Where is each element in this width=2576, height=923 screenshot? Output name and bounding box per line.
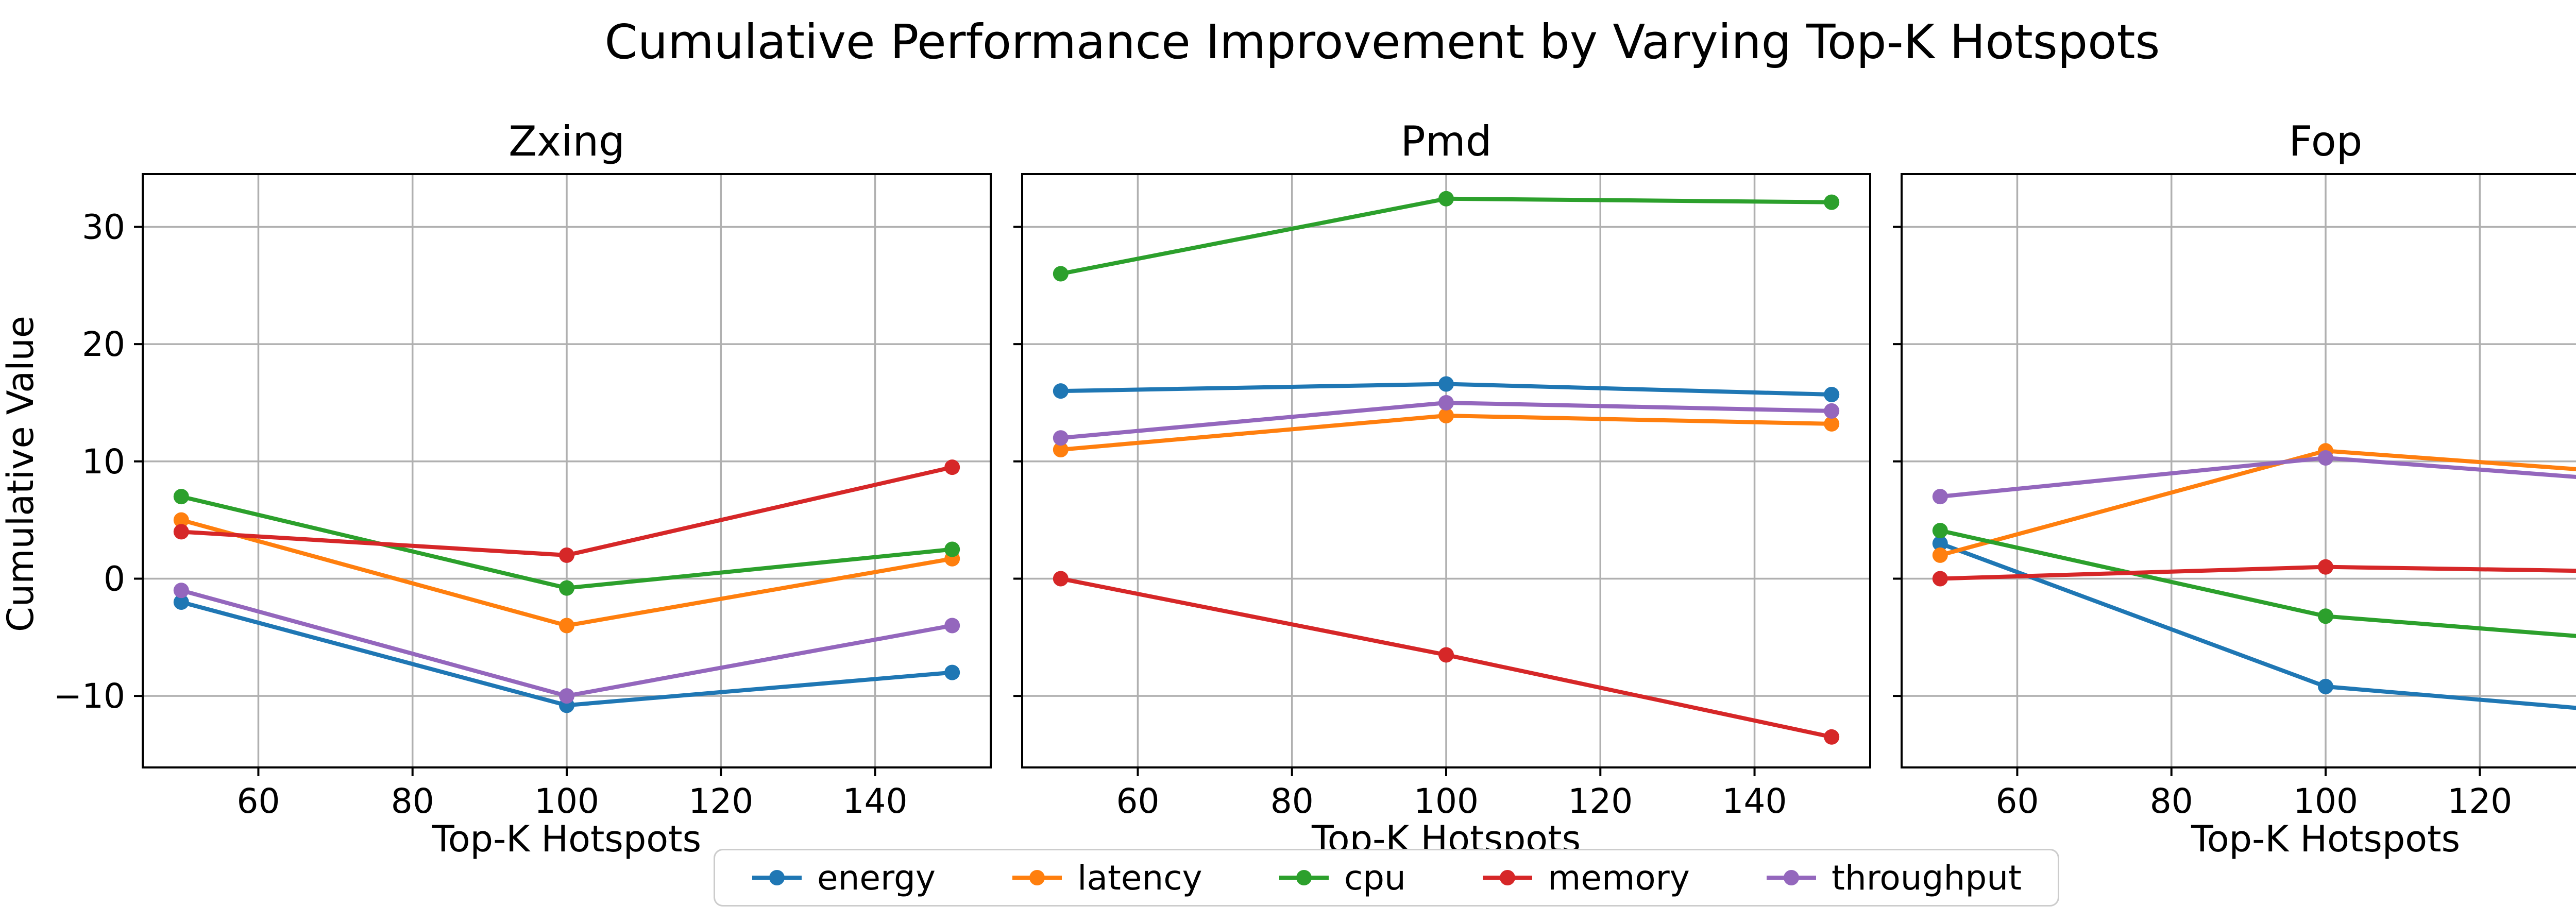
y-tick-label: 0: [104, 559, 125, 599]
legend-marker-energy-icon: [752, 870, 802, 885]
data-point-energy: [1438, 376, 1454, 392]
legend-marker-latency-icon: [1012, 870, 1062, 885]
legend-marker-memory-icon: [1483, 870, 1533, 885]
data-point-energy: [1932, 536, 1948, 552]
data-point-memory: [944, 459, 960, 475]
legend-item-throughput: throughput: [1766, 858, 2022, 898]
subplot-title-pmd: Pmd: [1400, 117, 1492, 165]
x-tick-label: 140: [843, 781, 908, 821]
legend-dot-energy: [769, 870, 785, 885]
legend-label-memory: memory: [1548, 858, 1690, 898]
x-axis-label-zxing: Top-K Hotspots: [432, 818, 702, 860]
legend-label-latency: latency: [1077, 858, 1202, 898]
y-tick-label: 30: [82, 207, 125, 247]
x-tick-label: 60: [1116, 781, 1159, 821]
data-point-latency: [1438, 407, 1454, 423]
data-point-latency: [1824, 416, 1840, 432]
x-tick-label: 80: [2150, 781, 2193, 821]
x-tick-label: 140: [1722, 781, 1787, 821]
legend-label-throughput: throughput: [1832, 858, 2022, 898]
data-point-latency: [1053, 442, 1069, 458]
data-point-memory: [1932, 571, 1948, 587]
data-point-cpu: [1438, 191, 1454, 207]
data-point-throughput: [1438, 395, 1454, 411]
data-point-memory: [1438, 647, 1454, 663]
data-point-throughput: [944, 618, 960, 634]
data-point-latency: [1932, 547, 1948, 563]
data-point-latency: [173, 512, 189, 528]
data-point-memory: [173, 524, 189, 540]
subplot-title-zxing: Zxing: [509, 117, 625, 165]
legend-marker-throughput-icon: [1767, 870, 1817, 885]
data-point-energy: [1824, 387, 1840, 403]
data-point-throughput: [2318, 450, 2333, 466]
data-point-cpu: [2318, 608, 2333, 624]
y-tick-label: 20: [82, 324, 125, 364]
data-point-latency: [559, 618, 574, 634]
data-point-energy: [2318, 678, 2333, 694]
legend-dot-latency: [1029, 870, 1045, 885]
data-point-cpu: [1824, 194, 1840, 210]
subplot-title-fop: Fop: [2289, 117, 2363, 165]
x-tick-label: 120: [1568, 781, 1633, 821]
x-tick-label: 100: [534, 781, 599, 821]
x-tick-label: 100: [1414, 781, 1479, 821]
plot-area-pmd: 60 80 100 120 140: [1013, 173, 1871, 821]
legend-item-cpu: cpu: [1278, 858, 1406, 898]
plot-area-zxing: 60 80 100 120 140 −10 0 10 20 30: [54, 173, 992, 821]
legend-item-energy: energy: [751, 858, 936, 898]
legend-item-memory: memory: [1482, 858, 1690, 898]
data-point-throughput: [1932, 489, 1948, 505]
y-tick-label: −10: [54, 676, 125, 716]
legend-label-energy: energy: [817, 858, 936, 898]
data-point-cpu: [944, 541, 960, 557]
data-point-memory: [2318, 559, 2333, 575]
plot-background: [1902, 174, 2576, 767]
legend-dot-cpu: [1296, 870, 1312, 885]
data-point-throughput: [173, 583, 189, 599]
data-point-energy: [1053, 383, 1069, 399]
legend-marker-cpu-icon: [1279, 870, 1329, 885]
data-point-cpu: [1053, 266, 1069, 282]
data-point-throughput: [1824, 403, 1840, 419]
y-axis-label: Cumulative Value: [0, 316, 42, 633]
data-point-cpu: [173, 489, 189, 505]
data-point-memory: [1053, 571, 1069, 587]
data-point-cpu: [1932, 523, 1948, 539]
x-axis-label-fop: Top-K Hotspots: [2191, 818, 2461, 860]
legend-dot-memory: [1500, 870, 1516, 885]
data-point-cpu: [559, 580, 574, 596]
data-point-energy: [944, 664, 960, 680]
y-tick-label: 10: [82, 442, 125, 482]
legend-label-cpu: cpu: [1344, 858, 1406, 898]
x-tick-label: 60: [236, 781, 280, 821]
legend: energy latency cpu memory throughput: [714, 849, 2059, 907]
data-point-energy: [173, 594, 189, 610]
x-tick-label: 120: [2447, 781, 2512, 821]
x-tick-label: 80: [1270, 781, 1314, 821]
data-point-throughput: [1053, 430, 1069, 446]
data-point-memory: [1824, 729, 1840, 745]
x-tick-label: 100: [2293, 781, 2358, 821]
x-tick-label: 80: [391, 781, 434, 821]
data-point-memory: [559, 547, 574, 563]
x-tick-label: 60: [1995, 781, 2039, 821]
figure-title: Cumulative Performance Improvement by Va…: [604, 14, 2160, 70]
x-tick-label: 120: [688, 781, 753, 821]
legend-dot-throughput: [1784, 870, 1800, 885]
legend-item-latency: latency: [1011, 858, 1202, 898]
data-point-throughput: [559, 688, 574, 704]
